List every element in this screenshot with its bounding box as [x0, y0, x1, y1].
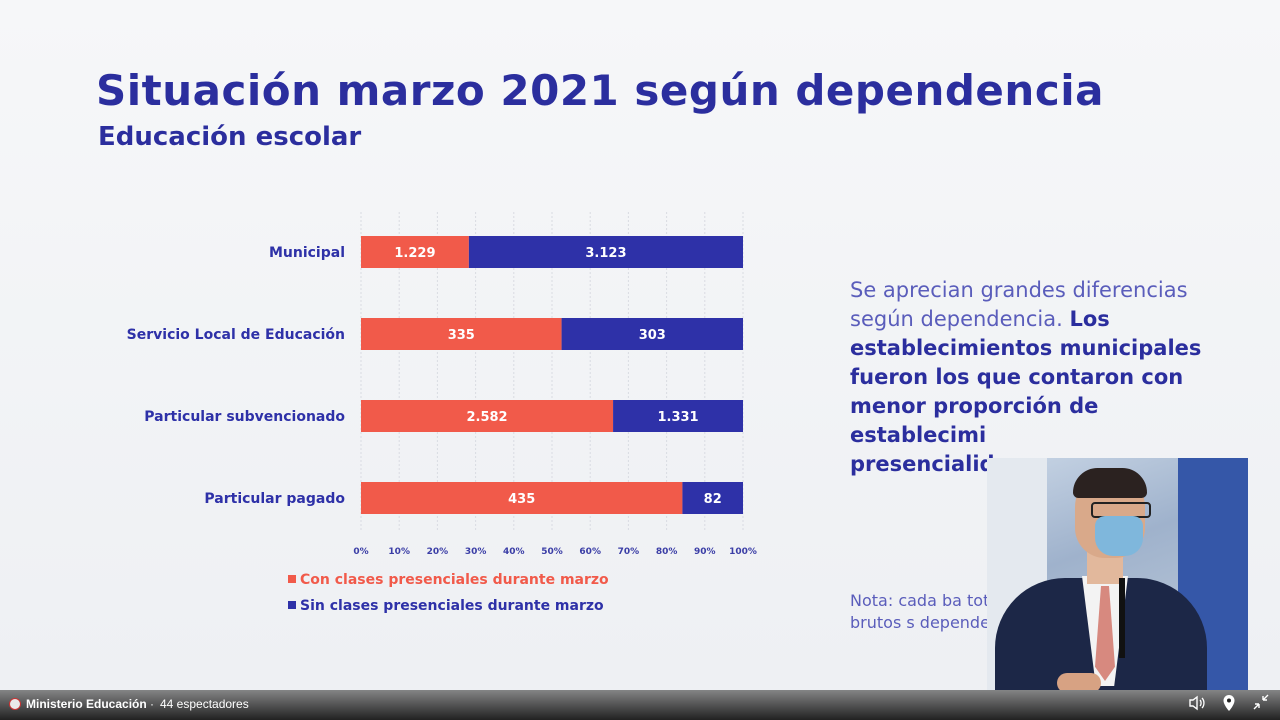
presenter-face-mask — [1095, 516, 1143, 556]
slide-title: Situación marzo 2021 según dependencia — [96, 66, 1104, 115]
x-tick-label: 90% — [694, 547, 716, 557]
bar-segment — [361, 482, 683, 514]
channel-name[interactable]: Ministerio Educación — [26, 697, 147, 711]
commentary-bold: Los establecimientos municipales fueron … — [850, 307, 1202, 447]
slide-subtitle: Educación escolar — [98, 122, 362, 152]
channel-avatar-icon[interactable] — [9, 698, 21, 710]
x-tick-label: 80% — [656, 547, 678, 557]
presenter-hair — [1073, 468, 1147, 498]
video-player-bar: Ministerio Educación · 44 espectadores — [0, 690, 1280, 720]
bar-segment — [361, 236, 469, 268]
legend-label: Sin clases presenciales durante marzo — [300, 598, 604, 614]
category-label: Particular pagado — [204, 491, 345, 507]
x-tick-label: 60% — [579, 547, 601, 557]
viewer-count: 44 espectadores — [160, 697, 249, 711]
x-tick-label: 0% — [353, 547, 368, 557]
data-label: 2.582 — [466, 410, 507, 425]
bar-segment — [682, 482, 743, 514]
location-pin-icon[interactable] — [1218, 694, 1240, 716]
bar-segment — [361, 400, 614, 432]
data-label: 1.229 — [394, 246, 435, 261]
x-tick-label: 40% — [503, 547, 525, 557]
bar-segment — [561, 318, 743, 350]
bar-segment — [361, 318, 562, 350]
separator-dot: · — [150, 697, 154, 711]
legend-label: Con clases presenciales durante marzo — [300, 572, 609, 588]
presenter-hand — [1057, 673, 1101, 690]
stacked-bar-chart: 0% 10% 20% 30% 40% 50% 60% 70% 80% 90% 100% Municip… — [127, 212, 757, 614]
data-label: 435 — [508, 492, 535, 507]
x-tick-label: 70% — [618, 547, 640, 557]
x-tick-label: 50% — [541, 547, 563, 557]
data-label: 1.331 — [657, 410, 698, 425]
presentation-slide: Situación marzo 2021 según dependencia E… — [0, 0, 1280, 690]
data-label: 82 — [704, 492, 722, 507]
slide-commentary: Se aprecian grandes diferencias según de… — [850, 276, 1210, 479]
presenter-tie — [1095, 586, 1115, 681]
presenter-video — [987, 458, 1248, 690]
data-label: 303 — [639, 328, 666, 343]
exit-fullscreen-icon[interactable] — [1250, 694, 1272, 716]
data-label: 3.123 — [585, 246, 626, 261]
bar-segment — [468, 236, 743, 268]
legend-swatch — [288, 601, 296, 609]
slide-note: Nota: cada ba totales brutos s dependenc… — [850, 591, 1029, 632]
x-tick-label: 10% — [388, 547, 410, 557]
volume-icon[interactable] — [1186, 694, 1208, 716]
commentary-bold-tail: presencialid — [850, 452, 995, 476]
x-tick-label: 100% — [729, 547, 757, 557]
x-tick-label: 30% — [465, 547, 487, 557]
legend-swatch — [288, 575, 296, 583]
microphone — [1119, 578, 1125, 658]
category-label: Municipal — [269, 245, 345, 261]
bar-segment — [613, 400, 743, 432]
data-label: 335 — [448, 328, 475, 343]
x-tick-label: 20% — [427, 547, 449, 557]
commentary-normal: Se aprecian grandes diferencias según de… — [850, 278, 1188, 331]
category-label: Servicio Local de Educación — [127, 327, 345, 343]
category-label: Particular subvencionado — [144, 409, 345, 425]
